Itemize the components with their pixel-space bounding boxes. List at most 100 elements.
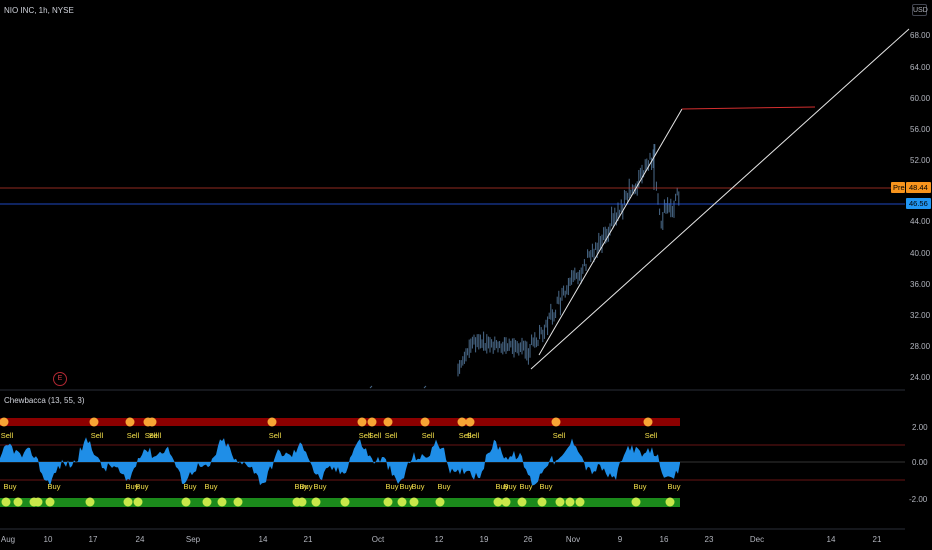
sell-dot bbox=[383, 417, 393, 427]
buy-dot bbox=[33, 497, 43, 507]
buy-band bbox=[0, 498, 680, 507]
buy-label: Buy bbox=[503, 482, 517, 491]
sell-dot bbox=[357, 417, 367, 427]
sell-dot bbox=[125, 417, 135, 427]
sell-label: Sell bbox=[458, 431, 472, 440]
buy-dot bbox=[181, 497, 191, 507]
buy-label: Buy bbox=[294, 482, 308, 491]
time-tick: Nov bbox=[565, 535, 581, 544]
buy-label: Buy bbox=[399, 482, 413, 491]
sell-dot bbox=[643, 417, 653, 427]
buy-dot bbox=[631, 497, 641, 507]
price-tick: 32.00 bbox=[910, 311, 931, 320]
buy-dot bbox=[85, 497, 95, 507]
sell-dot bbox=[89, 417, 99, 427]
indicator-title[interactable]: Chewbacca (13, 55, 3) bbox=[4, 396, 85, 405]
buy-label: Buy bbox=[437, 482, 451, 491]
buy-dot bbox=[501, 497, 511, 507]
sell-dot bbox=[147, 417, 157, 427]
candle bbox=[369, 385, 373, 389]
sell-band bbox=[0, 418, 680, 426]
pre-market-label: Pre bbox=[891, 182, 905, 193]
sell-label: Sell bbox=[421, 431, 435, 440]
buy-label: Buy bbox=[3, 482, 17, 491]
buy-dot bbox=[555, 497, 565, 507]
sell-dot bbox=[0, 417, 9, 427]
buy-dot bbox=[45, 497, 55, 507]
buy-dot bbox=[517, 497, 527, 507]
sell-dot bbox=[551, 417, 561, 427]
sell-dot bbox=[457, 417, 467, 427]
trendline-upper bbox=[538, 108, 683, 356]
buy-dot bbox=[133, 497, 143, 507]
trendline-lower bbox=[530, 28, 910, 370]
sell-label: Sell bbox=[358, 431, 372, 440]
buy-dot bbox=[565, 497, 575, 507]
time-tick: Oct bbox=[371, 535, 385, 544]
time-tick: 17 bbox=[88, 535, 98, 544]
indicator-plot bbox=[0, 417, 905, 507]
price-tick: 60.00 bbox=[910, 94, 931, 103]
indicator-tick: 2.00 bbox=[912, 423, 928, 432]
buy-label: Buy bbox=[135, 482, 149, 491]
time-tick: 12 bbox=[434, 535, 444, 544]
indicator-tick: 0.00 bbox=[912, 458, 928, 467]
buy-dot bbox=[575, 497, 585, 507]
sell-label: Sell bbox=[0, 431, 14, 440]
time-tick: Sep bbox=[185, 535, 201, 544]
time-tick: 26 bbox=[523, 535, 533, 544]
buy-dot bbox=[397, 497, 407, 507]
price-tick: 24.00 bbox=[910, 373, 931, 382]
time-tick: 19 bbox=[479, 535, 489, 544]
buy-label: Buy bbox=[633, 482, 647, 491]
buy-label: Buy bbox=[411, 482, 425, 491]
buy-label: Buy bbox=[204, 482, 218, 491]
buy-label: Buy bbox=[519, 482, 533, 491]
price-tick: 36.00 bbox=[910, 280, 931, 289]
time-tick: Dec bbox=[749, 535, 765, 544]
time-tick: 23 bbox=[704, 535, 714, 544]
price-tick: 56.00 bbox=[910, 125, 931, 134]
buy-label: Buy bbox=[385, 482, 399, 491]
buy-label: Buy bbox=[313, 482, 327, 491]
sell-label: Sell bbox=[368, 431, 382, 440]
buy-dot bbox=[297, 497, 307, 507]
sell-dot bbox=[267, 417, 277, 427]
sell-label: Sell bbox=[90, 431, 104, 440]
target-line bbox=[681, 106, 816, 110]
time-tick: 16 bbox=[659, 535, 669, 544]
sell-label: Sell bbox=[644, 431, 658, 440]
symbol-title[interactable]: NIO INC, 1h, NYSE bbox=[4, 6, 74, 15]
candle bbox=[423, 385, 427, 389]
buy-dot bbox=[409, 497, 419, 507]
buy-dot bbox=[435, 497, 445, 507]
time-tick: 14 bbox=[258, 535, 268, 544]
buy-dot bbox=[311, 497, 321, 507]
sell-dot bbox=[420, 417, 430, 427]
currency-button[interactable]: USD bbox=[912, 4, 928, 16]
buy-dot bbox=[340, 497, 350, 507]
buy-dot bbox=[1, 497, 11, 507]
buy-dot bbox=[233, 497, 243, 507]
buy-dot bbox=[217, 497, 227, 507]
buy-dot bbox=[665, 497, 675, 507]
time-tick: 10 bbox=[43, 535, 53, 544]
price-tick: 64.00 bbox=[910, 63, 931, 72]
time-tick: 9 bbox=[617, 535, 623, 544]
buy-dot bbox=[13, 497, 23, 507]
price-tick: 40.00 bbox=[910, 249, 931, 258]
last-price-tag: 46.56 bbox=[906, 198, 931, 209]
buy-label: Buy bbox=[125, 482, 139, 491]
buy-dot bbox=[383, 497, 393, 507]
indicator-tick: -2.00 bbox=[909, 495, 928, 504]
price-candles bbox=[369, 144, 680, 389]
earnings-event-marker[interactable]: E bbox=[53, 372, 67, 386]
buy-label: Buy bbox=[667, 482, 681, 491]
time-tick: 24 bbox=[135, 535, 145, 544]
buy-dot bbox=[202, 497, 212, 507]
buy-dot bbox=[537, 497, 547, 507]
time-tick: 21 bbox=[303, 535, 313, 544]
oscillator-area bbox=[0, 437, 680, 486]
